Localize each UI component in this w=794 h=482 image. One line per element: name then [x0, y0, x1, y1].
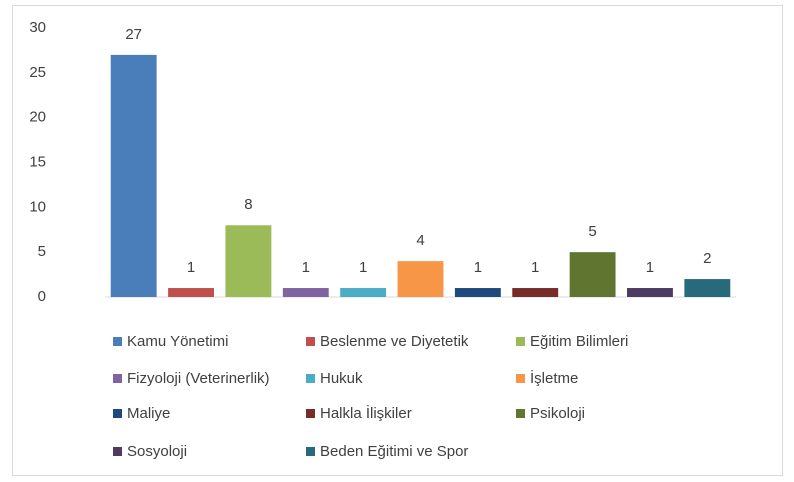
- data-label: 1: [187, 259, 195, 276]
- legend-swatch: [306, 374, 315, 383]
- legend-swatch: [113, 337, 122, 346]
- legend-swatch: [516, 374, 525, 383]
- bar: [397, 261, 444, 297]
- bar: [512, 288, 559, 297]
- legend-label: Maliye: [127, 405, 170, 422]
- legend-swatch: [516, 337, 525, 346]
- legend-swatch: [113, 447, 122, 456]
- data-label: 4: [416, 232, 424, 249]
- legend-label: Psikoloji: [530, 405, 585, 422]
- y-tick-label: 20: [29, 109, 46, 126]
- legend-swatch: [306, 447, 315, 456]
- legend-swatch: [516, 409, 525, 418]
- y-tick-label: 0: [38, 288, 46, 305]
- data-label: 8: [244, 196, 252, 213]
- bar: [282, 288, 329, 297]
- legend-swatch: [306, 409, 315, 418]
- bar: [110, 54, 157, 298]
- bar: [340, 288, 387, 297]
- legend-label: Halkla İlişkiler: [320, 404, 412, 422]
- data-label: 27: [125, 26, 142, 43]
- legend-label: Eğitim Bilimleri: [530, 333, 628, 350]
- y-tick-label: 25: [29, 64, 46, 81]
- legend-swatch: [306, 337, 315, 346]
- legend-label: Beden Eğitimi ve Spor: [320, 443, 468, 460]
- y-tick-label: 10: [29, 198, 46, 215]
- data-label: 1: [646, 259, 654, 276]
- data-label: 1: [359, 259, 367, 276]
- y-tick-label: 30: [29, 19, 46, 36]
- data-label: 1: [531, 259, 539, 276]
- legend-label: Sosyoloji: [127, 443, 187, 460]
- legend-label: Hukuk: [320, 370, 363, 387]
- y-tick-label: 5: [38, 243, 46, 260]
- legend-swatch: [113, 374, 122, 383]
- data-label: 1: [302, 259, 310, 276]
- legend-label: İşletme: [530, 369, 578, 387]
- legend-label: Beslenme ve Diyetetik: [320, 333, 469, 350]
- bar: [168, 288, 214, 297]
- data-label: 5: [588, 223, 596, 240]
- bar: [684, 279, 731, 297]
- bar: [569, 252, 616, 297]
- data-label: 2: [703, 250, 711, 267]
- bar: [627, 288, 673, 297]
- legend-swatch: [113, 409, 122, 418]
- bar: [225, 225, 272, 297]
- y-tick-label: 15: [29, 153, 46, 170]
- legend-label: Kamu Yönetimi: [127, 333, 228, 350]
- bar: [454, 288, 501, 297]
- data-label: 1: [474, 259, 482, 276]
- legend-label: Fizyoloji (Veterinerlik): [127, 370, 270, 387]
